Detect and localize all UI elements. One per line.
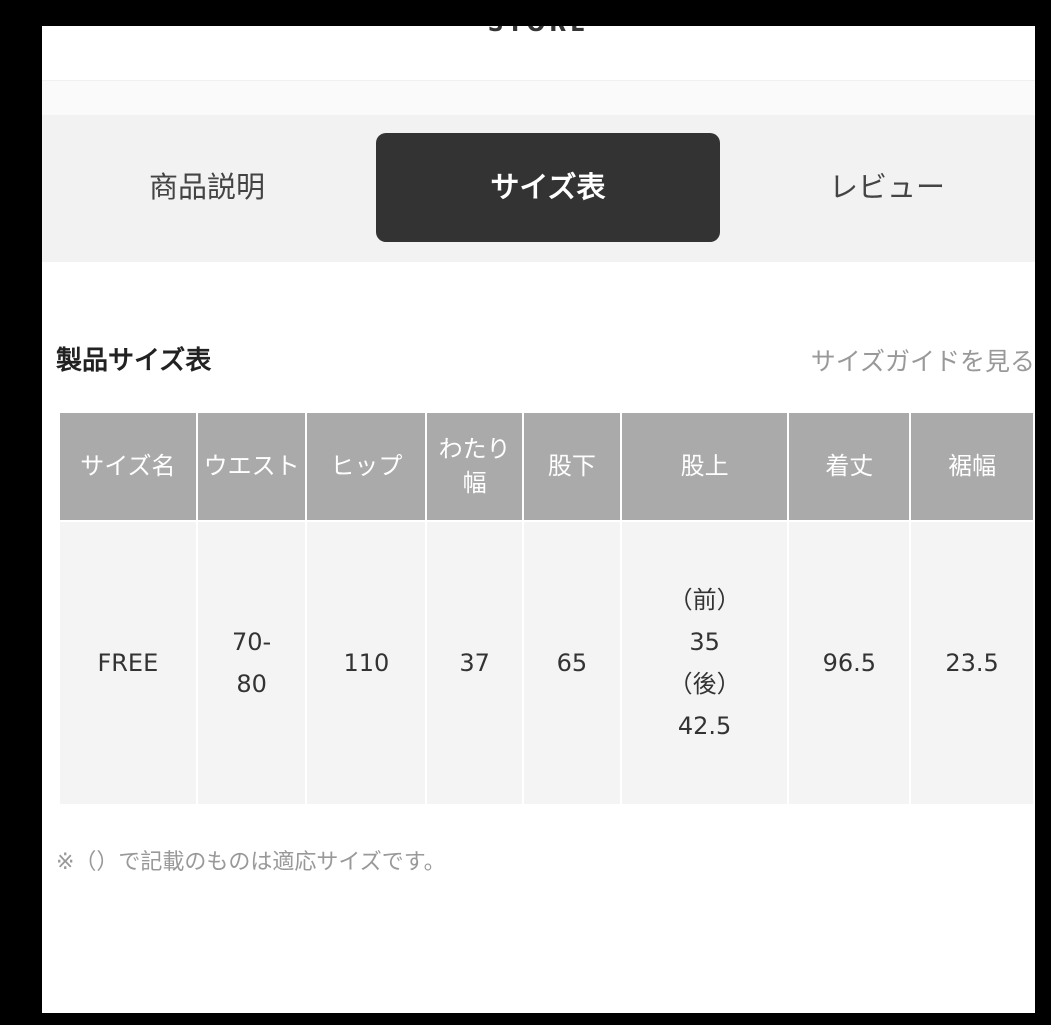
cell-waist-line1: 70- bbox=[232, 628, 272, 656]
size-note: ※（）で記載のものは適応サイズです。 bbox=[56, 850, 446, 875]
size-guide-link[interactable]: サイズガイドを見る bbox=[810, 347, 1035, 376]
cell-waist: 70- 80 bbox=[195, 520, 308, 806]
header-thigh: わたり幅 bbox=[425, 411, 524, 522]
tab-reviews[interactable]: レビュー bbox=[828, 170, 945, 204]
header-inseam: 股下 bbox=[521, 411, 622, 522]
table-row: FREE 70- 80 110 37 65 （前）35（後）42.5 96.5 2… bbox=[58, 520, 1035, 806]
cell-size: FREE bbox=[58, 520, 198, 806]
header-waist: ウエスト bbox=[195, 411, 308, 522]
page: STORE 商品説明 サイズ表 レビュー 製品サイズ表 サイズガイドを見る サイ… bbox=[42, 26, 1035, 1013]
cell-waist-line2: 80 bbox=[236, 670, 267, 698]
tab-description[interactable]: 商品説明 bbox=[148, 170, 265, 204]
header-hip: ヒップ bbox=[305, 411, 428, 522]
cell-rise-value: （前）35（後）42.5 bbox=[668, 586, 741, 740]
size-table: サイズ名 ウエスト ヒップ わたり幅 股下 股上 着丈 裾幅 FREE 70- 8… bbox=[58, 411, 1035, 806]
cell-hem: 23.5 bbox=[909, 520, 1035, 806]
header-length: 着丈 bbox=[787, 411, 912, 522]
section-title: 製品サイズ表 bbox=[56, 346, 212, 376]
header-hem: 裾幅 bbox=[909, 411, 1035, 522]
cell-length: 96.5 bbox=[787, 520, 912, 806]
tab-size-chart[interactable]: サイズ表 bbox=[376, 133, 720, 242]
cell-inseam: 65 bbox=[521, 520, 622, 806]
store-logo: STORE bbox=[42, 26, 1035, 37]
cell-hip: 110 bbox=[305, 520, 428, 806]
header-size-name: サイズ名 bbox=[58, 411, 198, 522]
header-rise: 股上 bbox=[619, 411, 790, 522]
tab-bar: 商品説明 サイズ表 レビュー bbox=[42, 115, 1035, 262]
table-header-row: サイズ名 ウエスト ヒップ わたり幅 股下 股上 着丈 裾幅 bbox=[58, 411, 1035, 522]
cell-thigh: 37 bbox=[425, 520, 524, 806]
cell-rise: （前）35（後）42.5 bbox=[619, 520, 790, 806]
divider-band bbox=[42, 80, 1035, 116]
